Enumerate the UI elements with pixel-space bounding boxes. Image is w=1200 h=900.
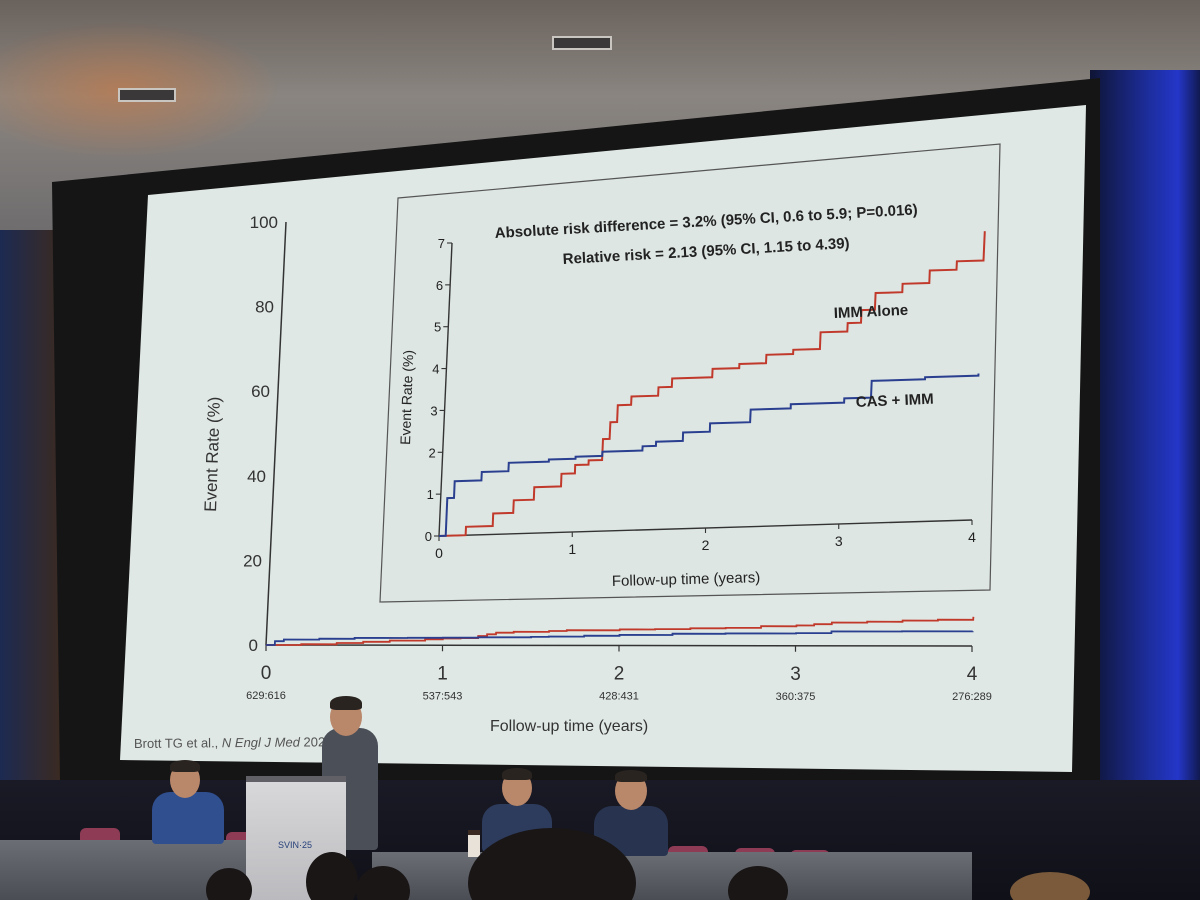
panelist-middle-hair bbox=[502, 768, 532, 780]
main-x-tick-label: 0 bbox=[261, 663, 272, 684]
panelist-left-hair bbox=[170, 760, 200, 772]
main-y-tick-label: 20 bbox=[243, 551, 262, 570]
at-risk-count: 276:289 bbox=[952, 691, 992, 703]
panelist-left bbox=[152, 792, 224, 844]
inset-y-tick-label: 5 bbox=[434, 320, 441, 335]
inset-x-tick-label: 0 bbox=[435, 545, 443, 561]
main-x-tick-label: 2 bbox=[614, 664, 625, 685]
main-x-tick-label: 3 bbox=[790, 664, 801, 685]
audience-head bbox=[306, 852, 358, 900]
ceiling-vent bbox=[552, 36, 612, 50]
main-x-axis-label: Follow-up time (years) bbox=[490, 718, 648, 735]
main-series-cas-imm bbox=[266, 630, 974, 646]
inset-series-cas-imm bbox=[438, 373, 980, 537]
speaker-hair bbox=[330, 696, 362, 710]
panelist-right-hair bbox=[615, 770, 647, 782]
main-x-tick-label: 1 bbox=[437, 663, 448, 684]
inset-y-tick-label: 0 bbox=[425, 529, 432, 544]
main-y-axis bbox=[265, 221, 287, 646]
inset-x-tick-label: 1 bbox=[568, 541, 576, 557]
inset-y-tick-label: 2 bbox=[428, 445, 435, 460]
at-risk-count: 537:543 bbox=[423, 690, 463, 702]
main-y-tick-label: 100 bbox=[250, 213, 278, 232]
inset-x-tick-label: 3 bbox=[835, 533, 843, 549]
chair bbox=[80, 828, 120, 842]
inset-label-imm-alone: IMM Alone bbox=[833, 302, 908, 322]
inset-series-imm-alone bbox=[438, 231, 986, 537]
inset-x-axis-label: Follow-up time (years) bbox=[612, 569, 761, 590]
audience-head bbox=[728, 866, 788, 900]
stage-curtain-right bbox=[1090, 70, 1200, 850]
panel-table-right bbox=[372, 852, 972, 900]
inset-y-axis-label: Event Rate (%) bbox=[397, 350, 416, 445]
audience-head bbox=[1010, 872, 1090, 900]
citation-journal: N Engl J Med bbox=[222, 735, 301, 751]
ceiling-vent bbox=[118, 88, 176, 102]
at-risk-count: 360:375 bbox=[776, 691, 816, 703]
at-risk-count: 428:431 bbox=[599, 691, 639, 703]
inset-y-tick-label: 1 bbox=[427, 487, 434, 502]
inset-y-tick-label: 6 bbox=[436, 278, 443, 293]
inset-x-tick-label: 4 bbox=[968, 529, 976, 545]
inset-y-tick-label: 4 bbox=[432, 362, 439, 377]
at-risk-count: 629:616 bbox=[246, 690, 286, 702]
main-y-axis-label: Event Rate (%) bbox=[201, 396, 224, 512]
main-series-imm-alone bbox=[266, 616, 975, 646]
inset-y-tick-label: 7 bbox=[438, 236, 445, 251]
main-y-tick-label: 60 bbox=[251, 382, 270, 401]
main-x-tick-label: 4 bbox=[967, 664, 978, 685]
inset-y-axis bbox=[438, 242, 453, 537]
inset-label-cas-imm: CAS + IMM bbox=[855, 391, 934, 411]
main-y-tick-label: 40 bbox=[247, 467, 266, 486]
audience-head bbox=[356, 866, 410, 900]
inset-x-tick-label: 2 bbox=[702, 537, 710, 553]
audience-head bbox=[206, 868, 252, 900]
inset-y-tick-label: 3 bbox=[430, 403, 437, 418]
citation: Brott TG et al., N Engl J Med 2025 bbox=[134, 734, 333, 751]
coffee-cup bbox=[468, 830, 480, 857]
main-y-tick-label: 0 bbox=[249, 636, 258, 655]
citation-authors: Brott TG et al., bbox=[134, 735, 222, 751]
main-y-tick-label: 80 bbox=[255, 298, 274, 317]
podium-logo: SVIN·25 bbox=[277, 840, 312, 850]
